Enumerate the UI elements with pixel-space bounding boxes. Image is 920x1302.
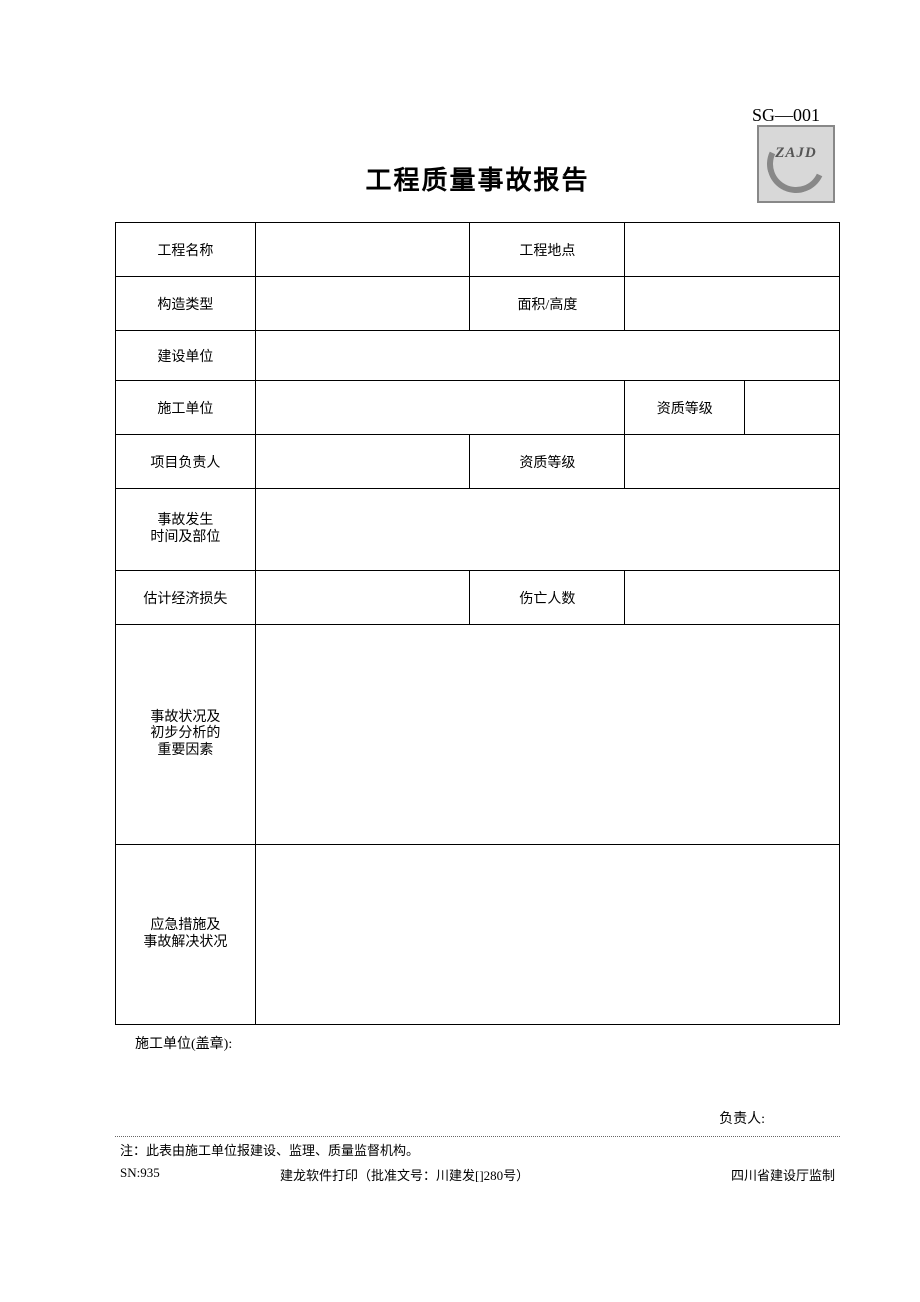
label-qualification-2: 资质等级 xyxy=(470,435,625,489)
value-structure-type xyxy=(255,277,470,331)
document-page: SG—001 ZAJD 工程质量事故报告 工程名称 工程地点 构造类型 面积/高… xyxy=(0,0,920,1302)
value-emergency-measures xyxy=(255,845,839,1025)
stamp-badge: ZAJD xyxy=(757,125,835,203)
label-line: 时间及部位 xyxy=(150,530,220,545)
value-accident-analysis xyxy=(255,625,839,845)
value-accident-time xyxy=(255,489,839,571)
table-row: 项目负责人 资质等级 xyxy=(116,435,840,489)
value-area-height xyxy=(625,277,840,331)
value-qualification-2 xyxy=(625,435,840,489)
footer-print-info: 建龙软件打印（批准文号：川建发[]280号） xyxy=(280,1165,731,1184)
label-accident-time: 事故发生 时间及部位 xyxy=(116,489,256,571)
label-line: 应急措施及 xyxy=(150,918,220,933)
table-row: 事故状况及 初步分析的 重要因素 xyxy=(116,625,840,845)
value-project-name xyxy=(255,223,470,277)
stamp-inner: ZAJD xyxy=(765,133,827,195)
form-code: SG—001 xyxy=(752,105,820,126)
value-qualification-1 xyxy=(745,381,840,435)
value-economic-loss xyxy=(255,571,470,625)
value-construction-unit xyxy=(255,331,839,381)
stamp-arc-icon xyxy=(759,127,833,201)
stamp-text: ZAJD xyxy=(765,145,827,162)
label-project-manager: 项目负责人 xyxy=(116,435,256,489)
responsible-label: 负责人: xyxy=(115,1108,840,1128)
table-row: 估计经济损失 伤亡人数 xyxy=(116,571,840,625)
label-structure-type: 构造类型 xyxy=(116,277,256,331)
footer: SN:935 建龙软件打印（批准文号：川建发[]280号） 四川省建设厅监制 xyxy=(115,1165,840,1184)
label-line: 事故状况及 xyxy=(150,710,220,725)
label-qualification-1: 资质等级 xyxy=(625,381,745,435)
table-row: 施工单位 资质等级 xyxy=(116,381,840,435)
label-line: 事故解决状况 xyxy=(143,935,227,950)
table-row: 构造类型 面积/高度 xyxy=(116,277,840,331)
label-line: 事故发生 xyxy=(157,513,213,528)
value-contractor xyxy=(255,381,624,435)
table-row: 工程名称 工程地点 xyxy=(116,223,840,277)
label-accident-analysis: 事故状况及 初步分析的 重要因素 xyxy=(116,625,256,845)
seal-label: 施工单位(盖章): xyxy=(115,1033,840,1053)
value-project-location xyxy=(625,223,840,277)
footer-authority: 四川省建设厅监制 xyxy=(731,1165,835,1184)
table-row: 建设单位 xyxy=(116,331,840,381)
label-casualties: 伤亡人数 xyxy=(470,571,625,625)
table-row: 应急措施及 事故解决状况 xyxy=(116,845,840,1025)
label-project-name: 工程名称 xyxy=(116,223,256,277)
note-text: 注：此表由施工单位报建设、监理、质量监督机构。 xyxy=(115,1136,840,1159)
below-table-section: 施工单位(盖章): 负责人: xyxy=(115,1033,840,1128)
label-line: 初步分析的 xyxy=(150,726,220,741)
label-emergency-measures: 应急措施及 事故解决状况 xyxy=(116,845,256,1025)
value-project-manager xyxy=(255,435,470,489)
document-title: 工程质量事故报告 xyxy=(115,160,840,197)
table-row: 事故发生 时间及部位 xyxy=(116,489,840,571)
label-economic-loss: 估计经济损失 xyxy=(116,571,256,625)
label-construction-unit: 建设单位 xyxy=(116,331,256,381)
label-contractor: 施工单位 xyxy=(116,381,256,435)
footer-sn: SN:935 xyxy=(120,1165,280,1184)
label-area-height: 面积/高度 xyxy=(470,277,625,331)
label-line: 重要因素 xyxy=(157,743,213,758)
form-table: 工程名称 工程地点 构造类型 面积/高度 建设单位 施工单位 资质等级 项目负责… xyxy=(115,222,840,1025)
value-casualties xyxy=(625,571,840,625)
label-project-location: 工程地点 xyxy=(470,223,625,277)
